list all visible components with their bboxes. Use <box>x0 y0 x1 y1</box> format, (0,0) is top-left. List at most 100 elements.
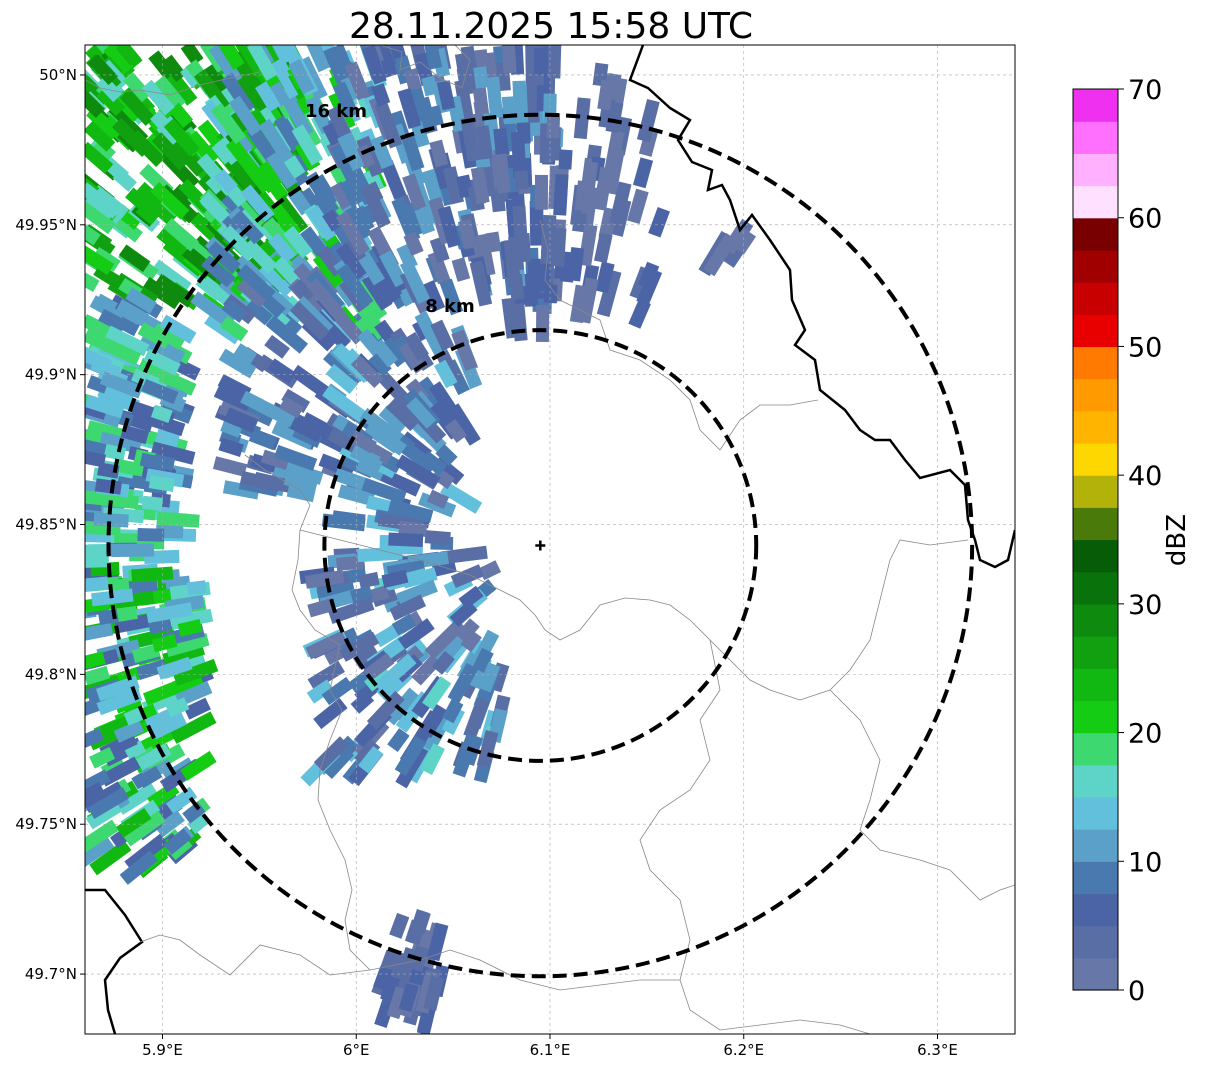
colorbar-swatch <box>1073 732 1118 766</box>
echo-cell <box>85 141 114 175</box>
echo-cell <box>381 569 409 588</box>
echo-cell <box>118 244 151 273</box>
echo-cell <box>403 231 424 256</box>
echo-cell <box>85 800 123 830</box>
echo-cell <box>423 975 444 1011</box>
echo-cell <box>435 444 458 467</box>
region-border-line <box>139 934 680 991</box>
echo-cell <box>85 520 121 536</box>
echo-cell <box>323 46 350 85</box>
echo-cell <box>172 658 219 687</box>
echo-cell <box>475 233 496 277</box>
echo-cell <box>511 303 528 342</box>
echo-cell <box>414 206 436 235</box>
echo-cell <box>112 91 143 123</box>
echo-cell <box>547 45 562 79</box>
colorbar-tick-label: 20 <box>1128 719 1162 750</box>
echo-cell <box>305 95 334 135</box>
echo-cell <box>322 746 354 779</box>
map-area: 16 km 8 km <box>84 44 1016 1035</box>
echo-cell <box>363 181 384 204</box>
echo-cell <box>340 75 362 102</box>
echo-cell <box>313 697 348 730</box>
colorbar-swatch <box>1073 346 1118 380</box>
echo-cell <box>593 232 613 264</box>
echo-cell <box>119 850 159 885</box>
colorbar-swatch <box>1073 153 1118 187</box>
echo-cell <box>501 45 517 74</box>
echo-cell <box>85 182 121 219</box>
echo-cell <box>577 277 599 324</box>
echo-cell <box>292 151 314 174</box>
echo-cell <box>210 102 247 145</box>
colorbar-swatches <box>1073 89 1118 991</box>
echo-cell <box>398 946 418 972</box>
echo-cell <box>421 168 444 205</box>
colorbar-swatch <box>1073 442 1118 476</box>
region-border-line <box>829 689 1015 901</box>
echo-cell <box>316 581 356 603</box>
echo-cell <box>169 608 214 631</box>
echo-cell <box>404 331 429 361</box>
echo-cell <box>85 401 108 420</box>
echo-cell <box>371 339 399 368</box>
echo-cell <box>488 662 510 693</box>
echo-cell <box>220 418 243 438</box>
echo-cell <box>258 159 285 189</box>
echo-cell <box>493 148 511 194</box>
echo-cell <box>322 209 344 232</box>
echo-cell <box>85 490 117 507</box>
echo-cell <box>288 416 324 443</box>
echo-cell <box>151 633 178 653</box>
echo-cell <box>141 410 186 437</box>
echo-cell <box>330 181 354 210</box>
echo-cell <box>335 242 367 281</box>
echo-cell <box>377 467 422 497</box>
lat-tick-label: 49.9°N <box>25 366 77 384</box>
echo-cell <box>142 679 183 706</box>
echo-cell <box>199 192 230 224</box>
echo-cell <box>244 298 274 326</box>
echo-cell <box>450 564 484 589</box>
echo-cell <box>469 260 493 307</box>
echo-cell <box>351 205 375 233</box>
echo-cell <box>371 83 391 107</box>
echo-cell <box>384 687 420 726</box>
echo-cell <box>367 352 392 377</box>
colorbar-swatch <box>1073 217 1118 251</box>
echo-cell <box>456 67 474 96</box>
echo-cell <box>111 543 155 558</box>
echo-cell <box>451 257 471 282</box>
echo-cell <box>187 812 211 835</box>
colorbar-swatch <box>1073 668 1118 701</box>
echo-cell <box>85 348 113 372</box>
echo-cell <box>476 729 499 769</box>
echo-cell <box>330 143 361 187</box>
colorbar-swatch <box>1073 893 1118 927</box>
echo-cell <box>85 651 106 670</box>
echo-cell <box>85 836 115 867</box>
echo-cell <box>339 631 380 662</box>
echo-cell <box>236 277 269 308</box>
echo-cell <box>248 428 278 451</box>
echo-cell <box>385 398 420 432</box>
echo-cell <box>513 83 529 125</box>
region-border-line <box>539 219 819 451</box>
echo-cell <box>131 566 174 583</box>
echo-cell <box>289 301 330 341</box>
echo-cell <box>361 273 393 311</box>
echo-cell <box>381 255 405 283</box>
echo-cell <box>358 746 384 774</box>
echo-cell <box>447 95 467 132</box>
echo-cell <box>444 419 468 443</box>
echo-cell <box>420 451 448 476</box>
colorbar-label: dBZ <box>1162 514 1192 566</box>
echo-cell <box>288 59 315 95</box>
echo-cell <box>473 49 490 71</box>
echo-cell <box>603 148 625 195</box>
region-border-line <box>85 71 261 96</box>
echo-cell <box>258 400 296 428</box>
colorbar-swatch <box>1073 636 1118 669</box>
echo-cell <box>354 738 381 767</box>
